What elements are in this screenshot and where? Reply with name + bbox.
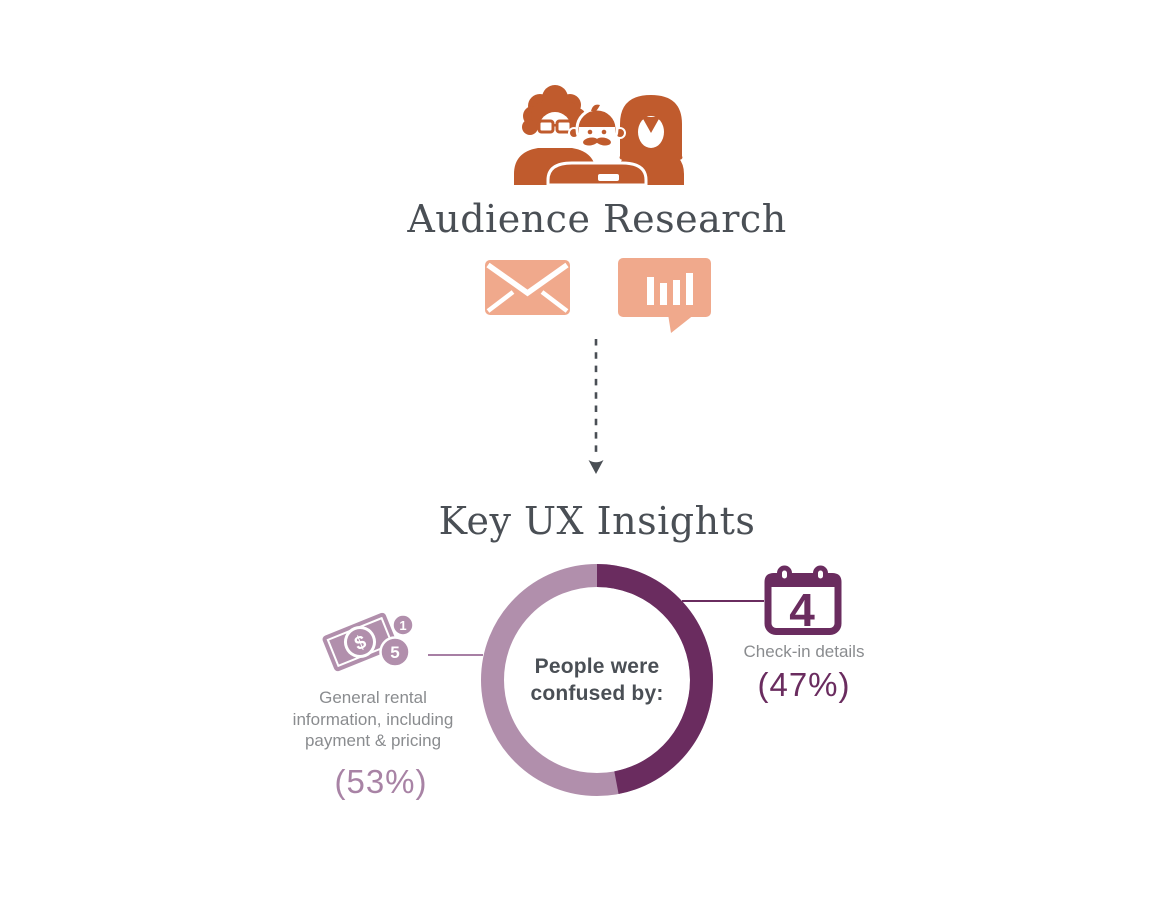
- left-label-line-2: information, including: [292, 709, 454, 729]
- donut-center-label: People were confused by:: [481, 564, 713, 796]
- left-percent: (53%): [334, 763, 428, 800]
- donut-arc-dark: [481, 564, 713, 796]
- coin-large-icon: 5: [379, 636, 411, 668]
- donut-center-line-1: People were: [534, 655, 660, 678]
- chat-stats-icon: [618, 258, 711, 333]
- left-label-line-1: General rental: [319, 688, 427, 707]
- right-callout-label: Check-in details: [743, 642, 865, 661]
- coin-small-icon: 1: [391, 613, 415, 637]
- audience-title: Audience Research: [407, 197, 787, 241]
- coin-small-glyph: 1: [399, 618, 406, 633]
- bar-chart-glyph: [647, 273, 693, 305]
- envelope-icon: [485, 260, 570, 315]
- people-group-icon: [514, 85, 684, 185]
- donut-center-line-2: confused by:: [530, 682, 664, 705]
- right-percent: (47%): [757, 666, 851, 703]
- left-label-line-3: payment & pricing: [304, 731, 442, 750]
- calendar-day-number: 4: [789, 584, 815, 636]
- donut-chart: [481, 564, 713, 796]
- coin-large-glyph: 5: [390, 643, 399, 662]
- right-leader-line: [682, 600, 764, 602]
- calendar-icon: 4: [764, 565, 842, 636]
- glasses-icon: [537, 119, 573, 134]
- banknote-icon: $: [322, 612, 398, 672]
- insights-title: Key UX Insights: [438, 499, 756, 543]
- dashed-arrow-down-icon: [588, 339, 604, 474]
- person-mustache: [546, 104, 648, 185]
- money-bills-coins-icon: $ 1 5: [322, 612, 415, 672]
- left-callout-label: General rental information, including pa…: [273, 687, 473, 752]
- left-leader-line: [428, 654, 483, 656]
